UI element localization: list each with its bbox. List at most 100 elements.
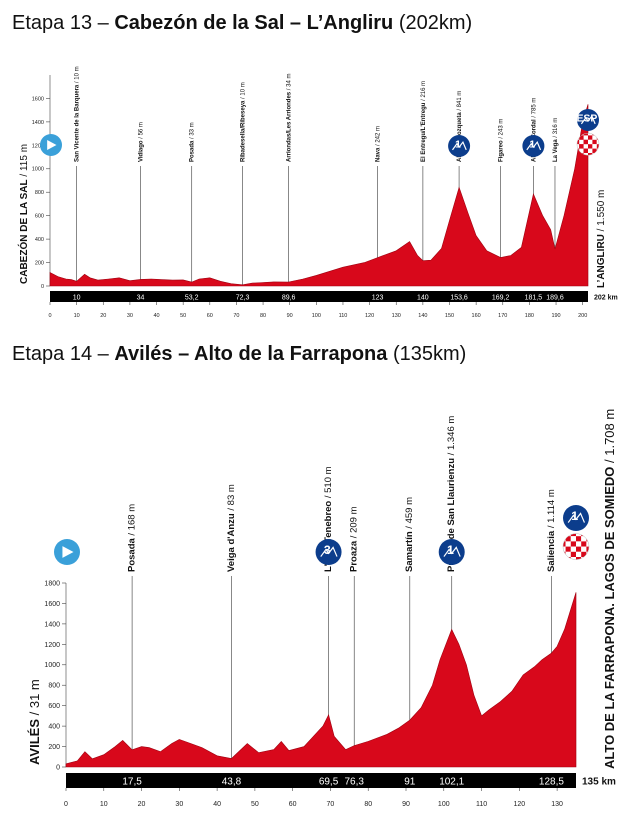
stage-13-x-tick-label: 160 bbox=[472, 313, 481, 319]
stage-13-point-name: Posada bbox=[190, 140, 196, 162]
stage-13-x-tick-label: 40 bbox=[153, 313, 159, 319]
stage-13-point-name: La Vega bbox=[553, 139, 559, 162]
stage-13-x-tick-label: 50 bbox=[180, 313, 186, 319]
stage-13-climb-badge: 1 bbox=[448, 135, 471, 157]
stage-14-x-tick-label: 30 bbox=[175, 801, 183, 808]
stage-14-start-badge bbox=[54, 539, 80, 565]
stage-13-x-tick-label: 170 bbox=[498, 313, 507, 319]
stage-13-km-label: 140 bbox=[417, 294, 429, 301]
stage-14-point-label: Posada / 168 m bbox=[127, 504, 138, 572]
stage-14-y-tick-label: 1000 bbox=[44, 662, 60, 669]
stage-13-label: Etapa 13 bbox=[12, 12, 93, 34]
stage-14-climb-badge-mountain-icon bbox=[567, 512, 586, 523]
stage-13-point-label: Arriondas/Les Arriondes / 34 m bbox=[287, 74, 293, 162]
stage-13-y-tick-label: 1200 bbox=[32, 143, 44, 149]
stage-14-km-label: 128,5 bbox=[539, 776, 564, 787]
stage-13-km-label: 181,5 bbox=[525, 294, 543, 301]
stage-13-point-altitude: / 33 m bbox=[190, 122, 196, 140]
stage-14-km-label: 76,3 bbox=[345, 776, 365, 787]
stage-13-point-name: El Entregu/L'Entregu bbox=[421, 102, 427, 162]
stage-13-x-tick-label: 80 bbox=[260, 313, 266, 319]
stage-14-point-altitude: / 83 m bbox=[226, 484, 237, 513]
stage-13-km-label: 72,3 bbox=[236, 294, 250, 301]
stage-13-point-altitude: / 56 m bbox=[138, 122, 144, 140]
stage-13-y-tick-label: 1000 bbox=[32, 167, 44, 173]
stage-13-climb-badge-circle bbox=[577, 109, 599, 131]
stage-13-km-bar bbox=[50, 291, 588, 302]
stage-13-x-tick-label: 140 bbox=[418, 313, 427, 319]
stage-14-play-icon bbox=[62, 546, 74, 558]
stage-13-km-label: 169,2 bbox=[492, 294, 510, 301]
stage-14-km-label: 43,8 bbox=[222, 776, 242, 787]
stage-13-point-name: Ribadesella/Ribeseya bbox=[240, 100, 246, 162]
stage-13-play-icon bbox=[47, 140, 57, 150]
stage-14-finish-name: ALTO DE LA FARRAPONA. LAGOS DE SOMIEDO bbox=[602, 467, 617, 769]
stage-13-y-tick-label: 800 bbox=[35, 190, 44, 196]
stage-14-km-label: 102,1 bbox=[439, 776, 464, 787]
stage-13-x-tick-label: 70 bbox=[233, 313, 239, 319]
stage-14-point-name: Puertu de San Llaurienzu bbox=[446, 458, 457, 572]
stage-13-y-tick-label: 400 bbox=[35, 237, 44, 243]
stage-14-start-altitude: / 31 m bbox=[27, 679, 42, 719]
stage-14-title: Etapa 14 – Avilés – Alto de la Farrapona… bbox=[12, 343, 466, 366]
stage-14-y-tick-label: 600 bbox=[48, 703, 60, 710]
stage-14-y-tick-label: 1600 bbox=[44, 601, 60, 608]
stage-13-climb-badge-circle bbox=[522, 135, 545, 157]
stage-14-point-name: Saliencia bbox=[546, 530, 557, 572]
stage-14-point-name: L'Alto Tenebreo bbox=[323, 501, 334, 572]
stage-13-climb-badge: ESP bbox=[576, 109, 599, 131]
stage-14-y-tick-label: 400 bbox=[48, 724, 60, 731]
stage-14-point-altitude: / 510 m bbox=[323, 466, 334, 500]
stage-13-km-label: 34 bbox=[137, 294, 145, 301]
stage-14-point-label: Proaza / 209 m bbox=[349, 506, 360, 572]
stage-13-km-label: 53,2 bbox=[185, 294, 199, 301]
stage-13-point-label: San Vicente de la Barquera / 10 m bbox=[75, 66, 81, 162]
stage-13-point-name: Figareo bbox=[499, 140, 505, 162]
stage-13-point-label: Posada / 33 m bbox=[190, 122, 196, 162]
stage-14-point-label: Puertu de San Llaurienzu / 1.346 m bbox=[446, 416, 457, 572]
stage-14-km-label: 91 bbox=[404, 776, 416, 787]
stage-13-point-label: Figareo / 243 m bbox=[499, 119, 505, 162]
stage-13-x-tick-label: 120 bbox=[365, 313, 374, 319]
stage-14-climb-badge-text: 3 bbox=[324, 543, 331, 557]
stage-13-x-tick-label: 60 bbox=[207, 313, 213, 319]
stage-14-y-tick-label: 200 bbox=[48, 744, 60, 751]
stage-13-climb-badge: 1 bbox=[522, 135, 545, 157]
stage-14-route: Avilés – Alto de la Farrapona bbox=[114, 343, 388, 365]
stage-14-climb-badge: 3 bbox=[315, 539, 342, 565]
stage-13-x-tick-label: 10 bbox=[74, 313, 80, 319]
stage-14-point-altitude: / 168 m bbox=[127, 504, 138, 538]
stage-14-climb-badge: 1 bbox=[563, 505, 589, 531]
stage-13-x-tick-label: 150 bbox=[445, 313, 454, 319]
stage-13-y-tick-label: 0 bbox=[41, 284, 44, 290]
stage-13-point-altitude: / 242 m bbox=[376, 126, 382, 148]
stage-14-x-tick-label: 40 bbox=[213, 801, 221, 808]
stage-14-x-tick-label: 90 bbox=[402, 801, 410, 808]
stage-14-x-tick-label: 120 bbox=[513, 801, 525, 808]
stage-14-climb-badge-mountain-icon bbox=[320, 546, 338, 557]
stage-14-x-tick-label: 130 bbox=[551, 801, 563, 808]
stage-13-x-tick-label: 190 bbox=[551, 313, 560, 319]
stage-13-climb-badge-mountain-icon bbox=[580, 114, 596, 125]
stage-13-climb-badge-text: 1 bbox=[455, 140, 461, 151]
stage-14-y-tick-label: 0 bbox=[56, 764, 60, 771]
stage-13-point-name: San Vicente de la Barquera bbox=[75, 84, 81, 162]
stage-13-km-label: 153,6 bbox=[450, 294, 468, 301]
stage-13-point-altitude: / 34 m bbox=[287, 74, 293, 92]
stage-13-route: Cabezón de la Sal – L’Angliru bbox=[114, 12, 394, 34]
stage-13-finish-altitude: / 1.550 m bbox=[596, 190, 607, 234]
stage-13-point-altitude: / 10 m bbox=[240, 82, 246, 100]
stage-14-x-tick-label: 100 bbox=[438, 801, 450, 808]
stage-14-km-label: 69,5 bbox=[319, 776, 339, 787]
stage-13-start-badge bbox=[40, 134, 62, 156]
stage-13-point-label: Nava / 242 m bbox=[376, 126, 382, 162]
stage-14-x-tick-label: 50 bbox=[251, 801, 259, 808]
stage-13-y-tick-label: 600 bbox=[35, 214, 44, 220]
stage-13-distance: (202km) bbox=[398, 12, 473, 34]
stage-14-point-altitude: / 1.114 m bbox=[546, 489, 557, 531]
stage-13-km-label: 10 bbox=[73, 294, 81, 301]
stage-13-point-name: Nava bbox=[376, 147, 382, 162]
stage-14-point-name: Veiga d'Anzu bbox=[226, 513, 237, 572]
stage-14-climb-badge-text: 1 bbox=[447, 543, 454, 557]
